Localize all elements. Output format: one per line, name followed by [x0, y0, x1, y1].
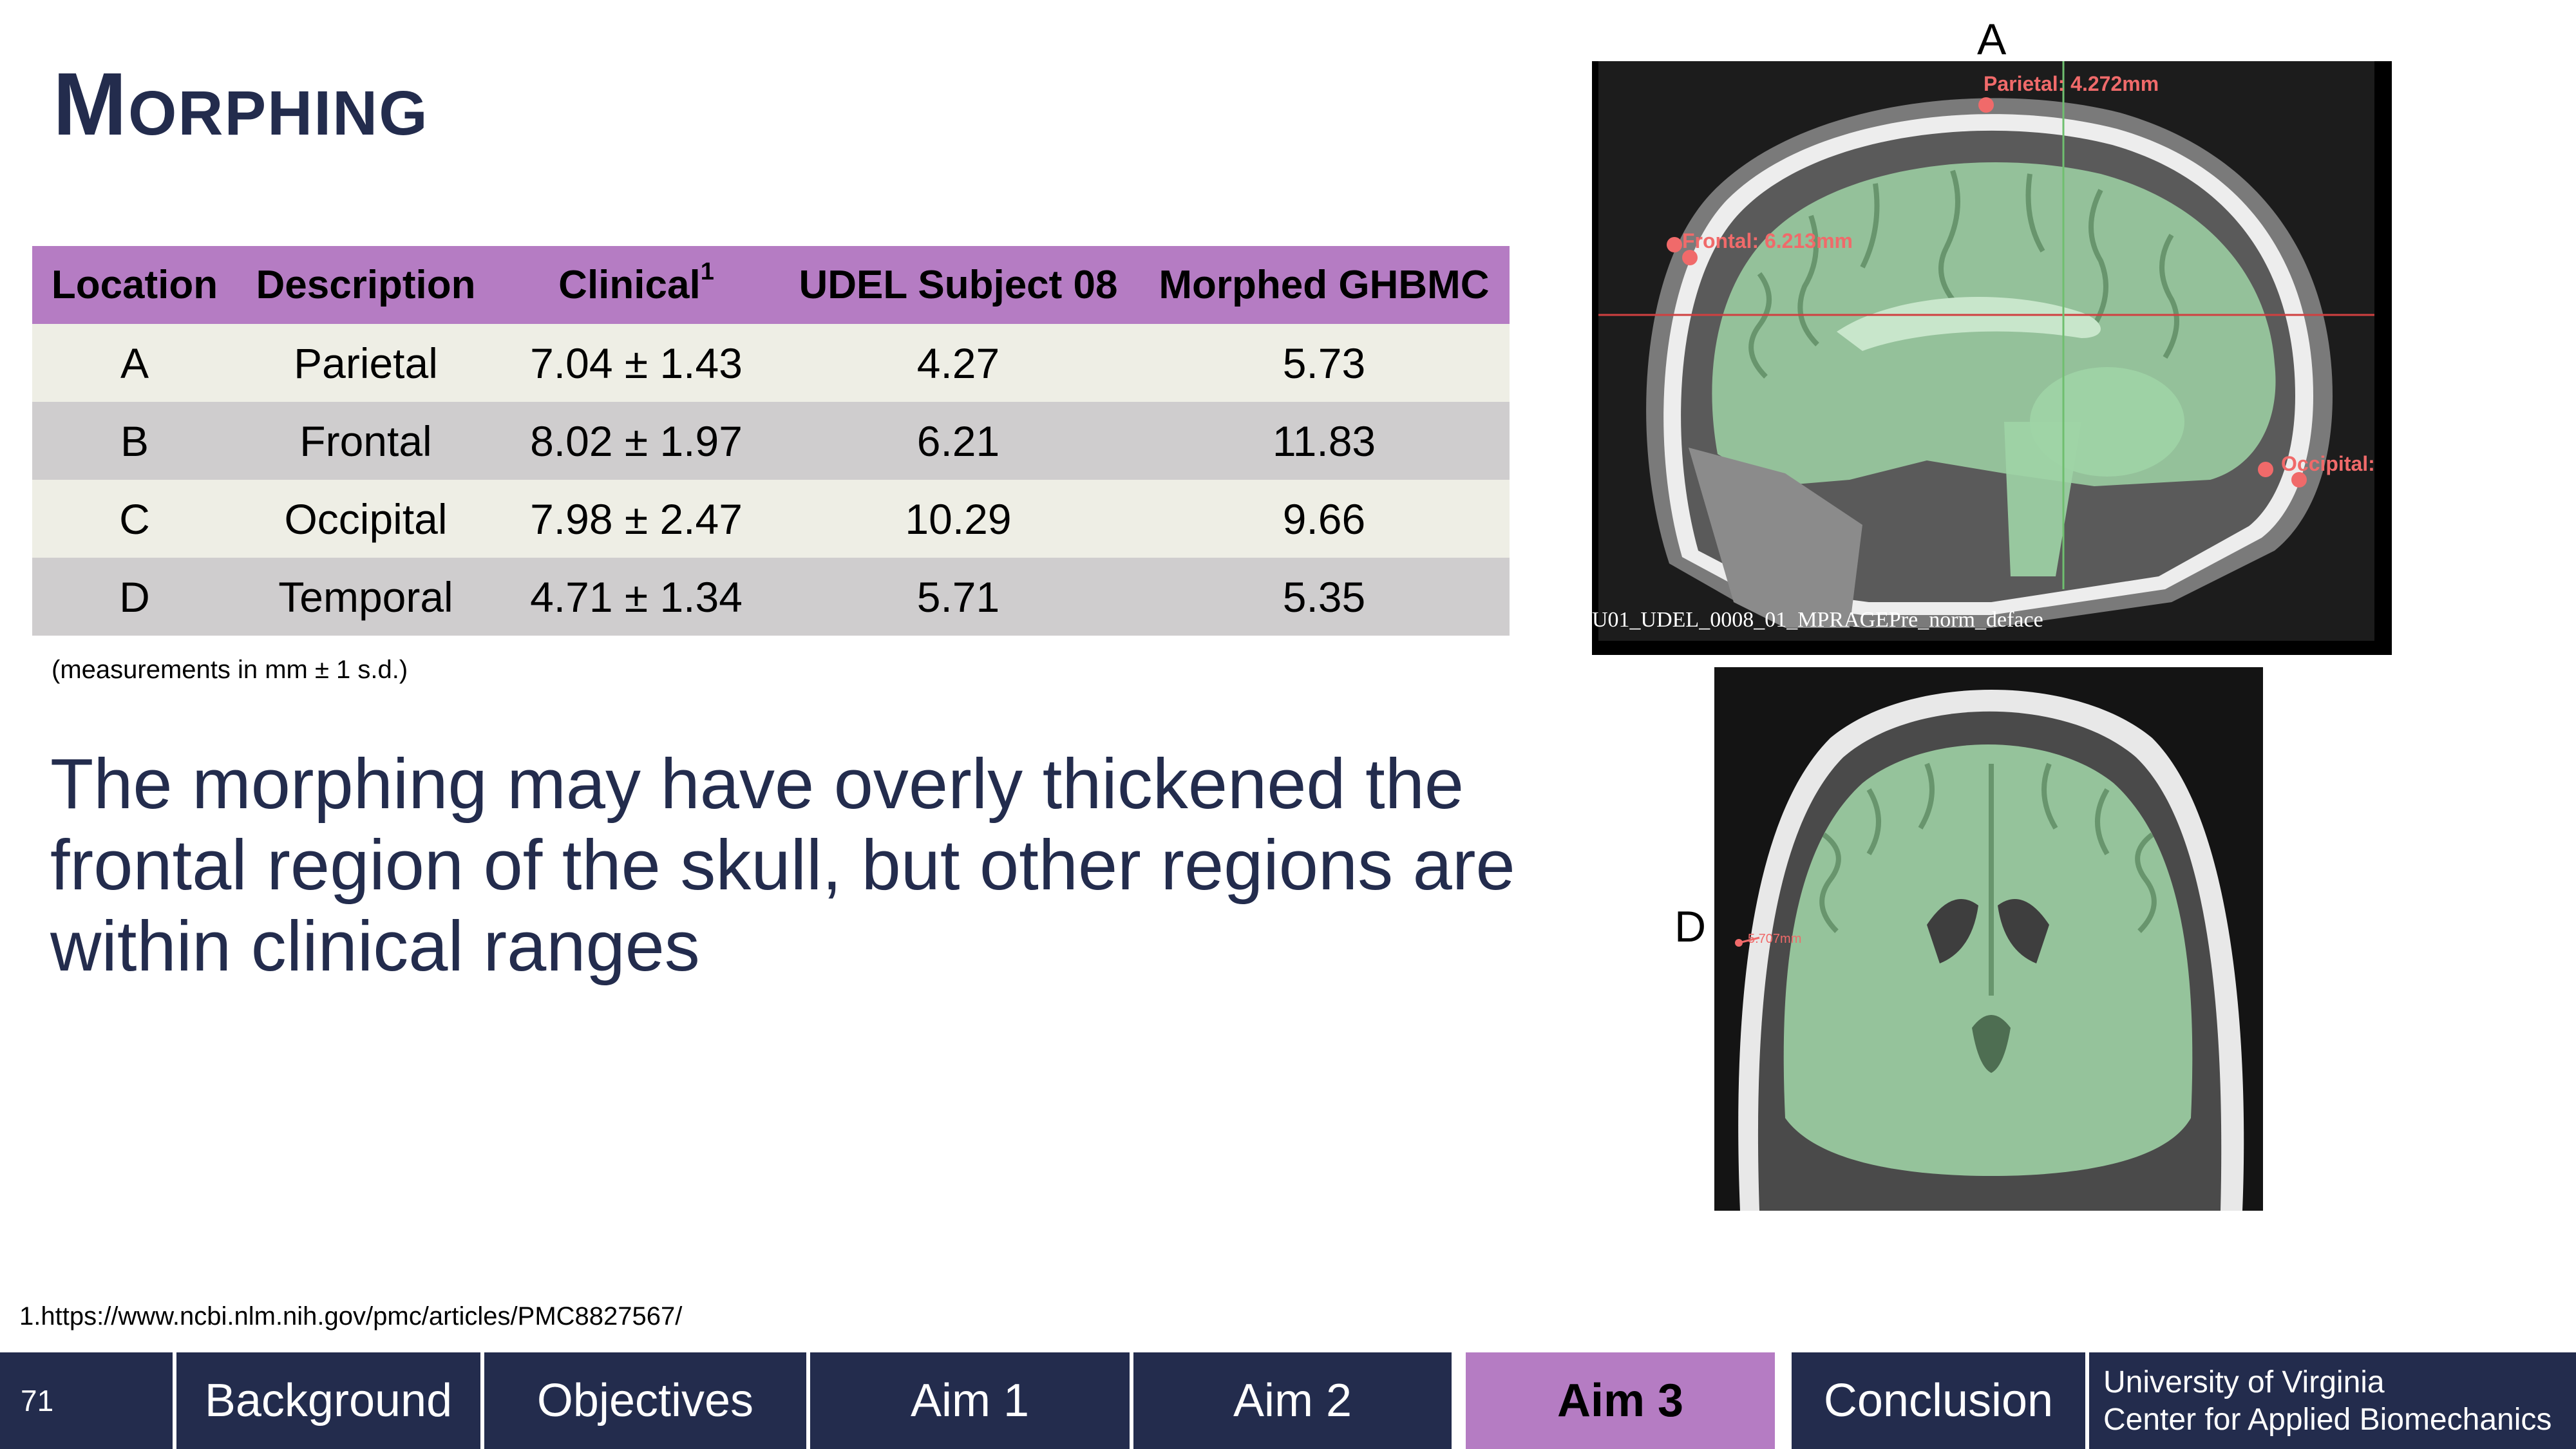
cell-udel: 4.27	[778, 324, 1139, 402]
cell-location: C	[32, 480, 237, 558]
footnote-marker: 1	[700, 258, 714, 285]
institution-center: Center for Applied Biomechanics	[2103, 1403, 2552, 1437]
cell-location: B	[32, 402, 237, 480]
slide-number: 71	[0, 1352, 173, 1449]
cell-location: D	[32, 558, 237, 636]
header-clinical-text: Clinical	[558, 263, 701, 307]
cell-description: Frontal	[237, 402, 495, 480]
table-row: D Temporal 4.71 ± 1.34 5.71 5.35	[32, 558, 1510, 636]
cell-udel: 10.29	[778, 480, 1139, 558]
header-morphed-ghbmc: Morphed GHBMC	[1139, 246, 1510, 324]
reference-footnote: 1.https://www.ncbi.nlm.nih.gov/pmc/artic…	[19, 1302, 683, 1331]
nav-aim-2[interactable]: Aim 2	[1133, 1352, 1452, 1449]
institution-name: University of Virginia	[2103, 1365, 2385, 1399]
cell-clinical: 7.04 ± 1.43	[495, 324, 778, 402]
header-location: Location	[32, 246, 237, 324]
cell-description: Occipital	[237, 480, 495, 558]
table-row: B Frontal 8.02 ± 1.97 6.21 11.83	[32, 402, 1510, 480]
table-row: A Parietal 7.04 ± 1.43 4.27 5.73	[32, 324, 1510, 402]
cell-morphed: 11.83	[1139, 402, 1510, 480]
cell-location: A	[32, 324, 237, 402]
header-udel-subject: UDEL Subject 08	[778, 246, 1139, 324]
temporal-measure-label: 5.707mm	[1748, 932, 1801, 946]
conclusion-text: The morphing may have overly thickened t…	[50, 744, 1515, 986]
morphing-table: Location Description Clinical1 UDEL Subj…	[32, 246, 1510, 636]
header-description: Description	[237, 246, 495, 324]
nav-aim-3[interactable]: Aim 3	[1466, 1352, 1775, 1449]
cell-morphed: 5.35	[1139, 558, 1510, 636]
table-header-row: Location Description Clinical1 UDEL Subj…	[32, 246, 1510, 324]
nav-aim-1[interactable]: Aim 1	[810, 1352, 1130, 1449]
nav-background[interactable]: Background	[176, 1352, 480, 1449]
units-note: (measurements in mm ± 1 s.d.)	[52, 656, 408, 684]
header-clinical: Clinical1	[495, 246, 778, 324]
table-row: C Occipital 7.98 ± 2.47 10.29 9.66	[32, 480, 1510, 558]
cell-clinical: 8.02 ± 1.97	[495, 402, 778, 480]
cell-description: Temporal	[237, 558, 495, 636]
page-title: Morphing	[53, 55, 429, 154]
footer-navigation: 71 Background Objectives Aim 1 Aim 2 Aim…	[0, 1352, 2576, 1449]
cell-clinical: 7.98 ± 2.47	[495, 480, 778, 558]
parietal-measure-label: Parietal: 4.272mm	[1984, 72, 2159, 95]
cell-udel: 6.21	[778, 402, 1139, 480]
cell-description: Parietal	[237, 324, 495, 402]
cell-udel: 5.71	[778, 558, 1139, 636]
cell-morphed: 5.73	[1139, 324, 1510, 402]
nav-objectives[interactable]: Objectives	[484, 1352, 806, 1449]
nav-conclusion[interactable]: Conclusion	[1792, 1352, 2085, 1449]
image-label-d: D	[1674, 902, 1707, 951]
cell-clinical: 4.71 ± 1.34	[495, 558, 778, 636]
institution-block: University of Virginia Center for Applie…	[2089, 1352, 2576, 1449]
image-label-a: A	[1977, 15, 2007, 64]
coronal-mri-image: 5.707mm	[1714, 667, 2263, 1211]
cell-morphed: 9.66	[1139, 480, 1510, 558]
occipital-measure-label: Occipital:	[2281, 452, 2375, 475]
scan-filename: U01_UDEL_0008_01_MPRAGEPre_norm_deface	[1592, 608, 2043, 632]
frontal-measure-label: Frontal: 6.213mm	[1682, 229, 1853, 252]
sagittal-mri-image: Parietal: 4.272mm Frontal: 6.213mm Occip…	[1592, 61, 2392, 655]
